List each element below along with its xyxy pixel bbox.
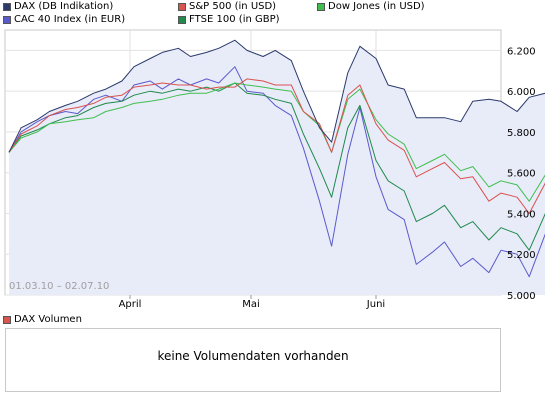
x-tick-label: Mai: [242, 299, 260, 310]
x-tick-label: Juni: [366, 299, 385, 310]
y-tick-label: 5.400: [507, 209, 536, 220]
chart-legend: DAX (DB Indikation) S&P 500 (in USD) Dow…: [0, 0, 545, 28]
series-line-cac40: [8, 66, 545, 278]
series-lines: [8, 39, 545, 278]
legend-label-ftse100: FTSE 100 (in GBP): [189, 14, 280, 25]
volume-panel: keine Volumendaten vorhanden: [5, 328, 501, 392]
volume-empty-message: keine Volumendaten vorhanden: [157, 349, 349, 363]
y-tick-label: 5.200: [507, 250, 536, 261]
volume-legend-swatch: [3, 316, 11, 324]
y-tick-label: 6.200: [507, 46, 536, 57]
volume-legend-label: DAX Volumen: [14, 314, 82, 325]
x-axis: April Mai Juni: [119, 295, 385, 310]
x-tick-label: April: [119, 299, 142, 310]
legend-swatch-sp500: [178, 3, 186, 11]
legend-label-dax: DAX (DB Indikation): [14, 1, 114, 12]
series-line-dowjones: [8, 82, 545, 202]
dax-area-fill: [9, 40, 545, 295]
legend-label-cac40: CAC 40 Index (in EUR): [14, 14, 126, 25]
legend-label-sp500: S&P 500 (in USD): [189, 1, 277, 12]
y-tick-label: 5.000: [507, 291, 536, 302]
legend-swatch-ftse100: [178, 16, 186, 24]
date-range-label: 01.03.10 – 02.07.10: [9, 281, 109, 292]
series-line-dax: [8, 39, 545, 153]
legend-swatch-cac40: [3, 16, 11, 24]
legend-label-dowjones: Dow Jones (in USD): [328, 1, 425, 12]
y-axis: 5.000 5.200 5.400 5.600 5.800 6.000 6.200: [507, 46, 536, 302]
series-line-sp500: [8, 78, 545, 214]
y-tick-label: 5.800: [507, 128, 536, 139]
series-line-ftse100: [8, 82, 545, 251]
y-tick-label: 6.000: [507, 87, 536, 98]
price-chart[interactable]: 5.000 5.200 5.400 5.600 5.800 6.000 6.200 Apri…: [0, 0, 545, 312]
legend-swatch-dax: [3, 3, 11, 11]
legend-swatch-dowjones: [317, 3, 325, 11]
y-tick-label: 5.600: [507, 169, 536, 180]
